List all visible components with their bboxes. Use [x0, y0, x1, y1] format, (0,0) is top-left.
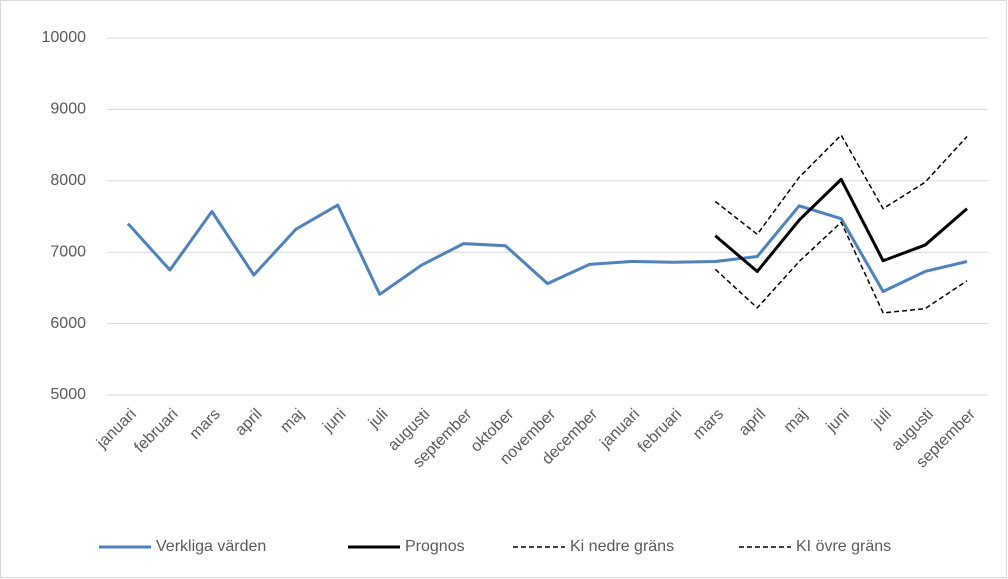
- legend-label: Prognos: [405, 538, 465, 555]
- legend-label: Verkliga värden: [156, 538, 266, 555]
- y-tick-label: 9000: [50, 101, 86, 118]
- y-tick-label: 8000: [50, 172, 86, 189]
- y-tick-label: 7000: [50, 243, 86, 260]
- series-line: [126, 203, 968, 296]
- legend-label: KI övre gräns: [796, 538, 891, 555]
- series-line: [714, 177, 969, 273]
- legend-label: Ki nedre gräns: [570, 538, 674, 555]
- y-tick-label: 6000: [50, 315, 86, 332]
- y-tick-label: 5000: [50, 386, 86, 403]
- y-tick-label: 10000: [42, 29, 87, 46]
- series-line: [714, 221, 968, 314]
